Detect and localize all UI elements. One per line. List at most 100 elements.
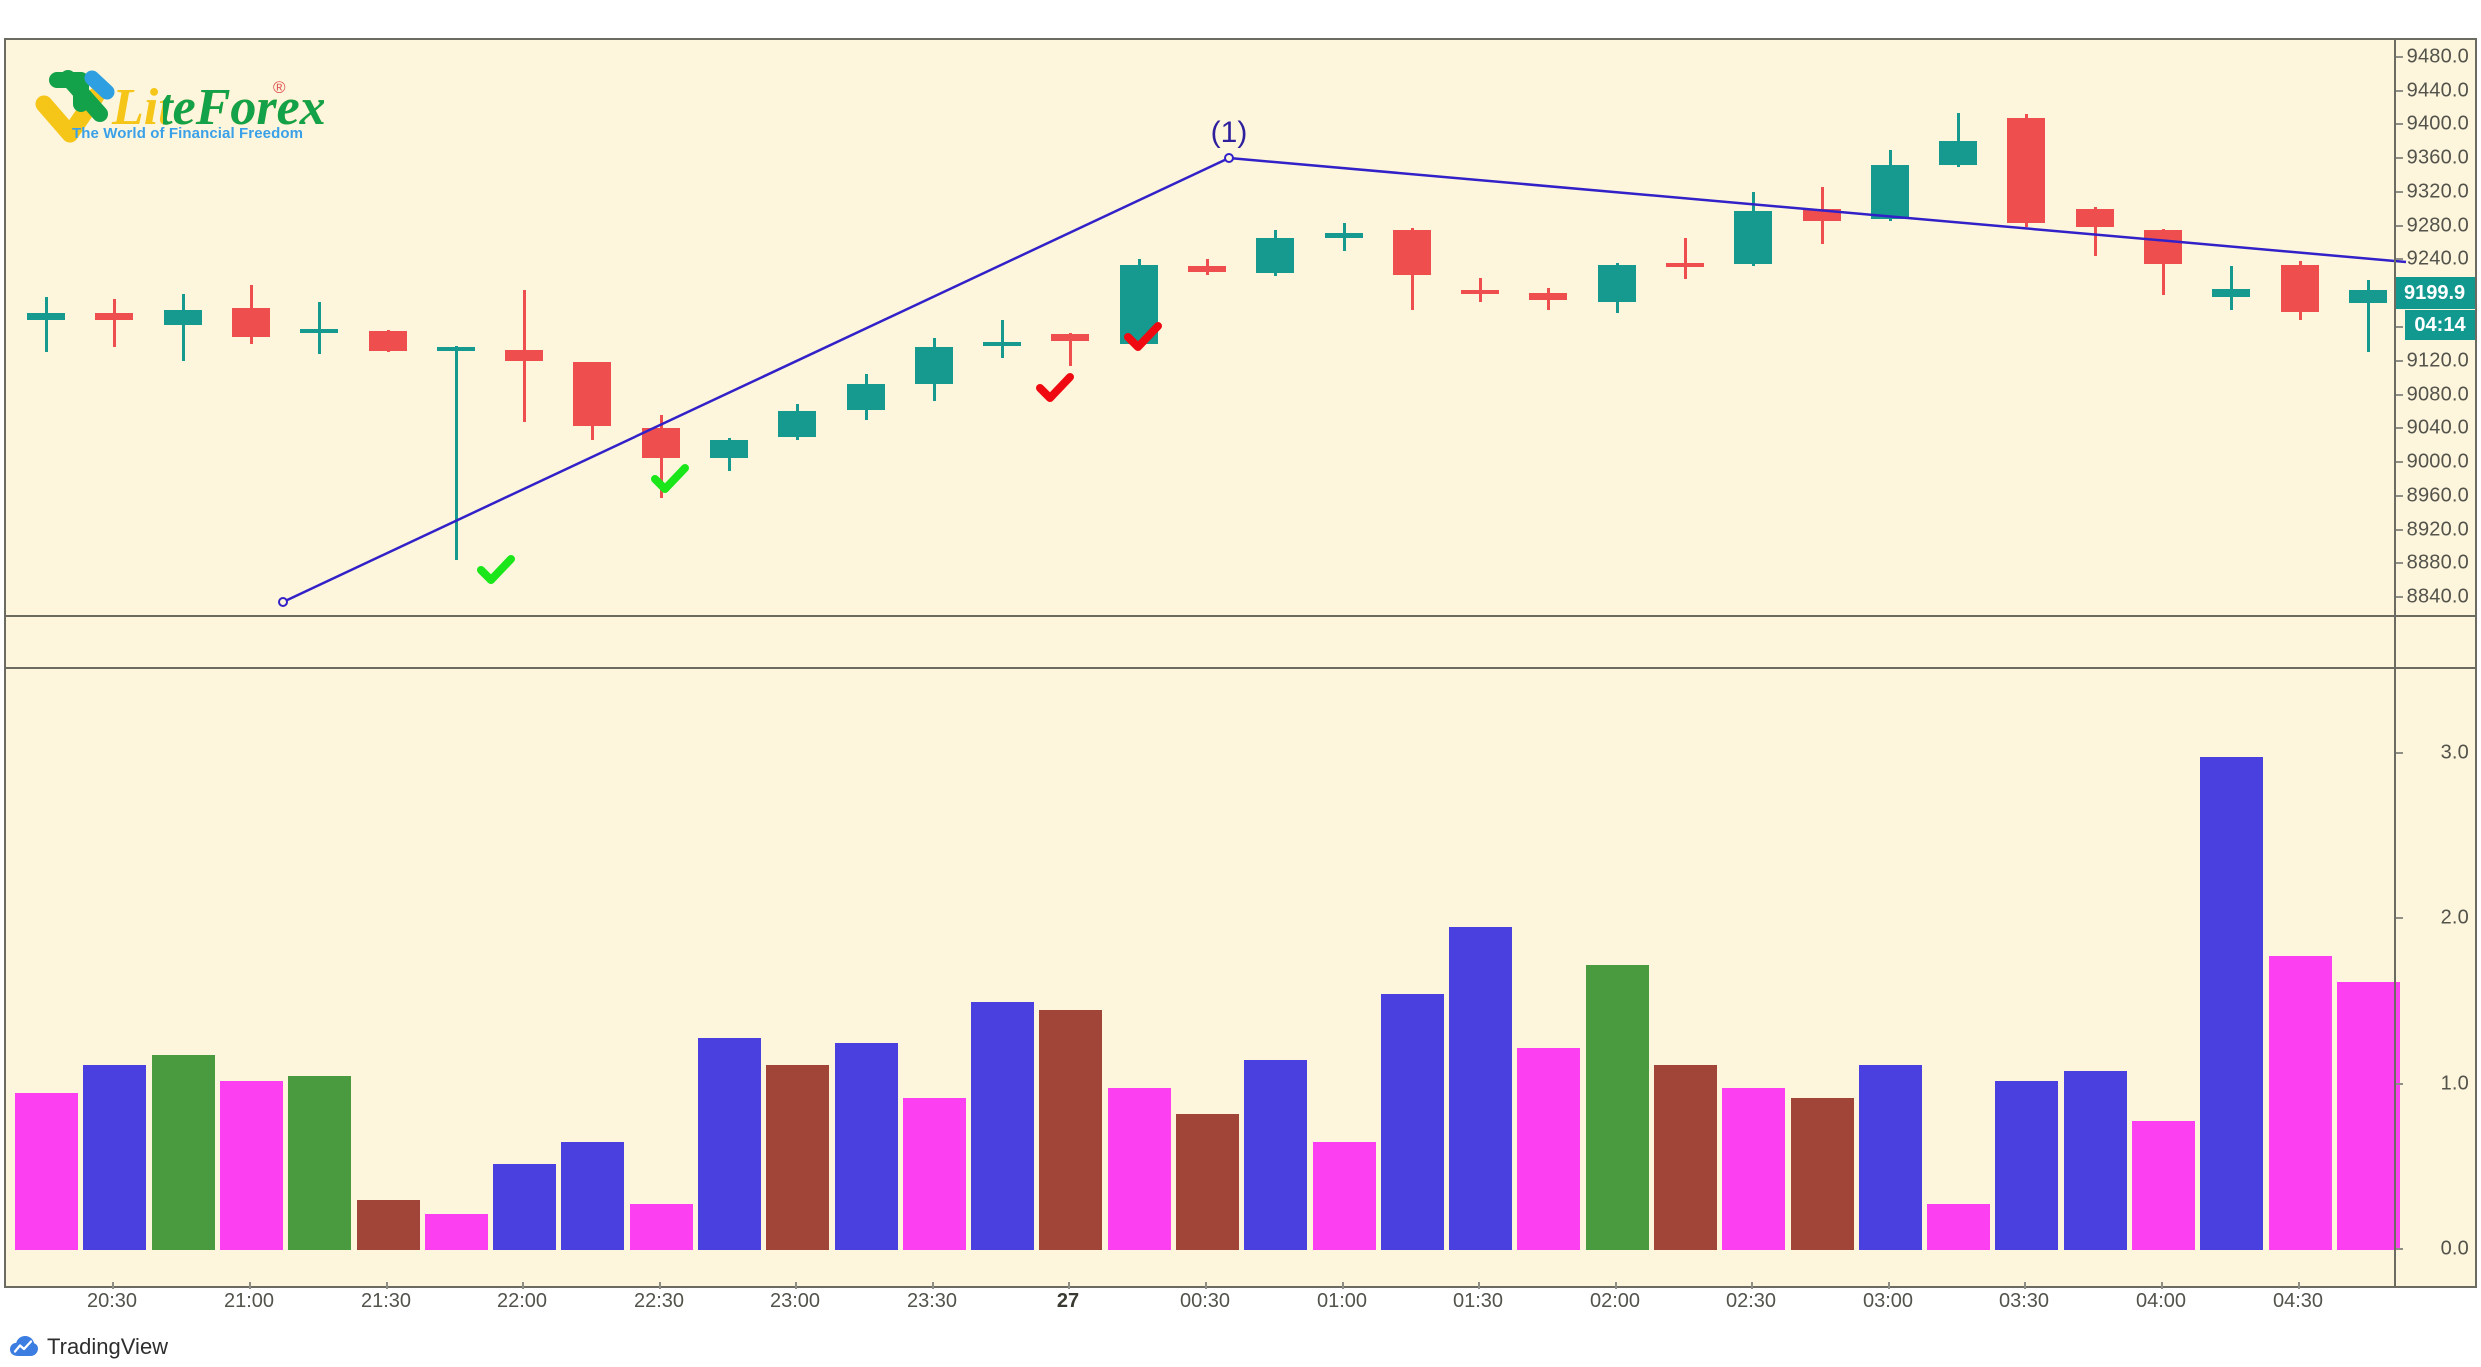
trendline-anchor-handle[interactable] <box>1224 153 1234 163</box>
candle-body[interactable] <box>778 411 816 437</box>
volume-bar[interactable] <box>697 1038 761 1250</box>
candle-body[interactable] <box>983 342 1021 347</box>
time-axis[interactable]: 20:30 21:00 21:30 22:00 22:30 23:00 23:30 27 00:… <box>4 1282 2477 1328</box>
volume-bar[interactable] <box>2199 756 2263 1250</box>
volume-bar[interactable] <box>1516 1048 1580 1250</box>
candle-body[interactable] <box>300 328 338 333</box>
volume-bar[interactable] <box>492 1163 556 1250</box>
candle-body[interactable] <box>915 347 953 384</box>
volume-bar[interactable] <box>1994 1081 2058 1250</box>
price-axis-divider <box>2394 40 2396 615</box>
volume-bar[interactable] <box>82 1064 146 1250</box>
trendline-up-leg[interactable] <box>282 156 1230 604</box>
volume-bar[interactable] <box>629 1203 693 1250</box>
candle-body[interactable] <box>847 384 885 410</box>
volume-bar[interactable] <box>1380 993 1444 1250</box>
volume-bar[interactable] <box>1926 1203 1990 1250</box>
current-price-badge[interactable]: 9199.9 <box>2396 277 2475 310</box>
candle-body[interactable] <box>1598 265 1636 302</box>
volume-bar[interactable] <box>2063 1071 2127 1250</box>
volume-bar[interactable] <box>1038 1010 1102 1250</box>
price-chart-panel[interactable]: (1) 9480.0 9440.0 9400.0 9360.0 9320.0 9280.0… <box>4 38 2477 616</box>
trendline-down-leg[interactable] <box>1228 156 2407 264</box>
volume-bar[interactable] <box>424 1213 488 1250</box>
candle-body[interactable] <box>642 428 680 458</box>
price-scale[interactable]: 9480.0 9440.0 9400.0 9360.0 9320.0 9280.0 9240… <box>2396 40 2475 615</box>
candle-body[interactable] <box>2281 264 2319 312</box>
volume-tick-dash <box>2396 751 2403 754</box>
volume-bar[interactable] <box>1107 1087 1171 1250</box>
volume-bar[interactable] <box>1312 1142 1376 1250</box>
candle-body[interactable] <box>505 349 543 361</box>
candle-body[interactable] <box>1393 229 1431 275</box>
volume-bar[interactable] <box>2268 955 2332 1250</box>
candle-body[interactable] <box>2076 208 2114 228</box>
candle-body[interactable] <box>164 310 202 326</box>
candle-body[interactable] <box>1734 210 1772 264</box>
time-axis-tick <box>932 1282 934 1289</box>
candle-body[interactable] <box>2144 229 2182 264</box>
volume-bar[interactable] <box>1858 1064 1922 1250</box>
volume-bar[interactable] <box>2131 1120 2195 1250</box>
volume-bar[interactable] <box>1790 1097 1854 1250</box>
volume-bar[interactable] <box>151 1054 215 1250</box>
volume-bar[interactable] <box>2336 981 2400 1250</box>
candle-body[interactable] <box>2349 289 2387 304</box>
time-axis-tick <box>1615 1282 1617 1289</box>
price-tick-dash <box>2396 258 2403 261</box>
volume-panel[interactable]: 0.0 1.0 2.0 3.0 <box>4 668 2477 1288</box>
trendline-anchor-handle[interactable] <box>278 597 288 607</box>
volume-bar[interactable] <box>970 1001 1034 1250</box>
candle-body[interactable] <box>1666 262 1704 267</box>
candle-body[interactable] <box>369 331 407 351</box>
volume-bar[interactable] <box>902 1097 966 1250</box>
candle-body[interactable] <box>2007 117 2045 224</box>
price-tick-dash <box>2396 123 2403 126</box>
candle-body[interactable] <box>1939 141 1977 165</box>
price-plot-area[interactable]: (1) <box>6 40 2475 615</box>
candle-wick <box>1957 113 1960 167</box>
volume-bar[interactable] <box>834 1043 898 1250</box>
candle-body[interactable] <box>1188 266 1226 273</box>
volume-plot-area[interactable] <box>6 669 2475 1286</box>
volume-bar[interactable] <box>1653 1064 1717 1250</box>
candle-body[interactable] <box>1256 238 1294 273</box>
candle-body[interactable] <box>2212 289 2250 297</box>
volume-bar[interactable] <box>1585 965 1649 1250</box>
price-tick-label: 8960.0 <box>2406 484 2469 507</box>
candle-body[interactable] <box>573 362 611 426</box>
time-axis-label: 04:30 <box>2272 1290 2324 1312</box>
candle-body[interactable] <box>1871 164 1909 219</box>
volume-bar[interactable] <box>765 1064 829 1250</box>
volume-bar[interactable] <box>287 1076 351 1250</box>
candle-body[interactable] <box>1461 289 1499 294</box>
tradingview-attribution[interactable]: TradingView <box>10 1331 168 1363</box>
volume-bar[interactable] <box>560 1142 624 1250</box>
indicator-separator-panel <box>4 616 2477 668</box>
trendline-overlay[interactable] <box>6 40 2475 614</box>
candle-body[interactable] <box>95 313 133 321</box>
volume-bar[interactable] <box>1243 1059 1307 1250</box>
logo-green-slash <box>60 70 108 122</box>
volume-bar[interactable] <box>14 1092 78 1250</box>
candle-body[interactable] <box>1803 208 1841 221</box>
volume-bar[interactable] <box>1721 1087 1785 1250</box>
price-tick-dash <box>2396 596 2403 599</box>
volume-bar[interactable] <box>356 1200 420 1250</box>
volume-bar[interactable] <box>219 1081 283 1250</box>
candle-body[interactable] <box>1529 293 1567 300</box>
time-axis-label: 03:30 <box>1998 1290 2050 1312</box>
candle-wick <box>113 299 116 348</box>
candle-body[interactable] <box>1051 333 1089 341</box>
volume-bar[interactable] <box>1448 927 1512 1250</box>
price-tick-dash <box>2396 427 2403 430</box>
candle-body[interactable] <box>710 440 748 458</box>
price-tick-dash <box>2396 562 2403 565</box>
candle-body[interactable] <box>27 313 65 321</box>
candle-body[interactable] <box>437 347 475 352</box>
candle-body[interactable] <box>232 307 270 338</box>
volume-scale[interactable]: 0.0 1.0 2.0 3.0 <box>2396 669 2475 1286</box>
price-tick-dash <box>2396 326 2403 328</box>
candle-body[interactable] <box>1325 233 1363 238</box>
volume-bar[interactable] <box>1175 1114 1239 1250</box>
